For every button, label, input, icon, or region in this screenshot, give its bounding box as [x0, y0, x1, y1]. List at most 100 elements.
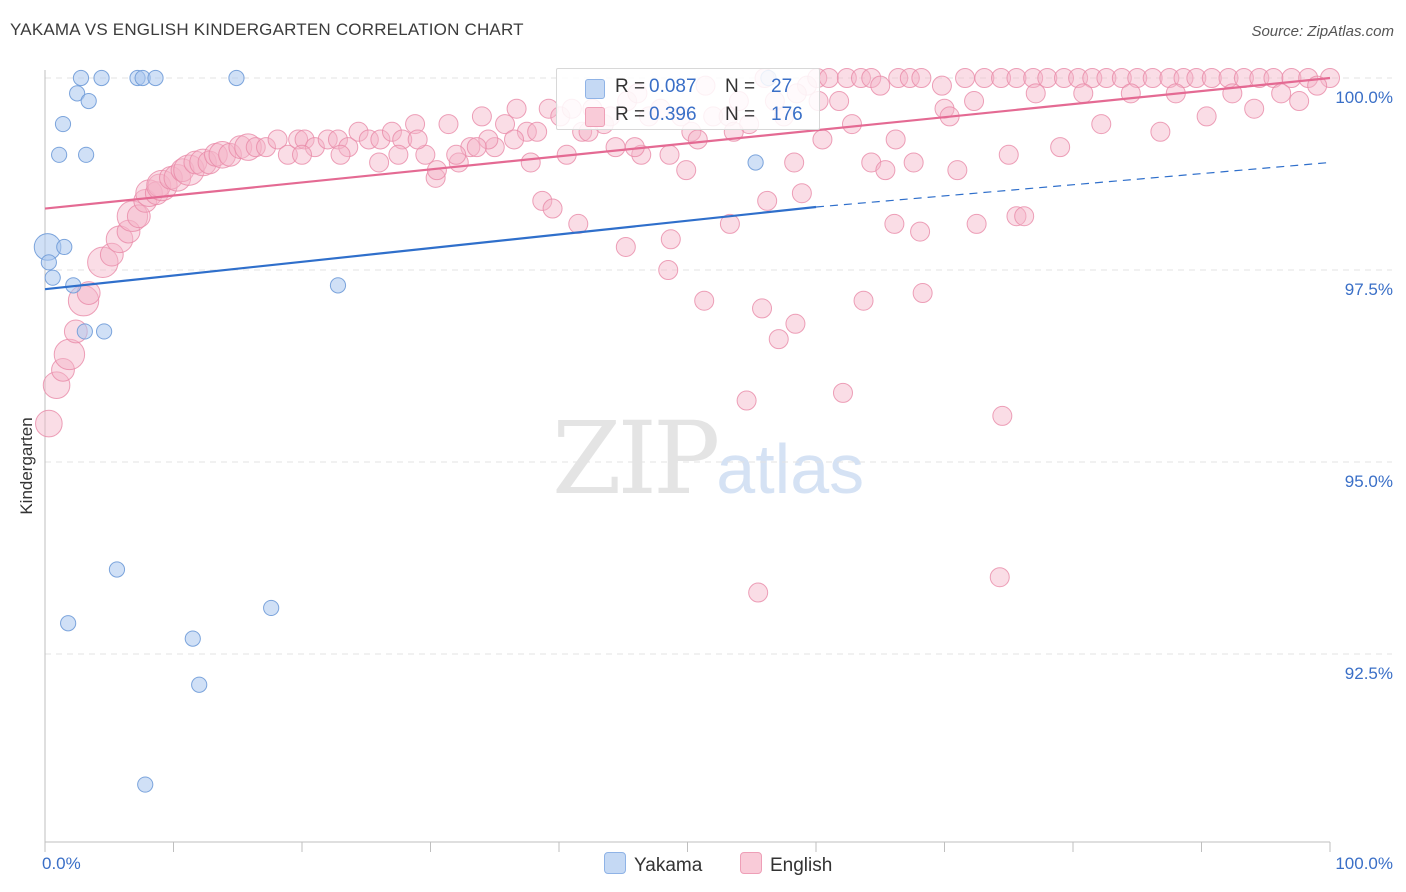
- watermark: ZIPatlas: [552, 400, 864, 517]
- english-point: [992, 405, 1013, 426]
- yakama-point: [191, 676, 208, 693]
- english-point: [277, 144, 298, 165]
- english-point: [694, 290, 715, 311]
- english-point: [532, 190, 553, 211]
- yakama-point: [147, 69, 164, 87]
- english-point: [853, 290, 874, 311]
- english-point: [757, 190, 778, 211]
- english-point: [1096, 68, 1117, 88]
- english-point: [903, 152, 924, 173]
- yakama-point: [72, 69, 90, 87]
- stats-legend: R = 0.087 N = 27 R = 0.396 N = 176: [556, 68, 820, 130]
- english-point: [218, 142, 242, 167]
- english-point: [899, 68, 920, 88]
- english-point: [875, 160, 896, 181]
- english-point: [99, 242, 124, 267]
- english-point: [947, 160, 968, 181]
- english-point: [966, 213, 987, 234]
- english-point: [768, 329, 789, 350]
- english-point: [294, 129, 315, 150]
- bottom-legend-english[interactable]: English: [740, 852, 832, 877]
- english-point: [446, 144, 467, 165]
- english-point: [1142, 68, 1163, 88]
- english-point: [1073, 83, 1094, 104]
- english-point: [370, 129, 391, 150]
- bottom-legend-swatch-english: [740, 852, 762, 874]
- yakama-point: [44, 269, 61, 286]
- english-point: [1289, 91, 1310, 112]
- english-point: [615, 236, 636, 257]
- yakama-point: [76, 323, 93, 340]
- english-point: [1068, 68, 1089, 88]
- english-point: [870, 75, 891, 96]
- english-point: [327, 129, 348, 150]
- yakama-point: [228, 69, 245, 87]
- english-point: [736, 390, 757, 411]
- chart-title: YAKAMA VS ENGLISH KINDERGARTEN CORRELATI…: [10, 20, 524, 39]
- yakama-point: [69, 85, 86, 102]
- english-point: [388, 144, 409, 165]
- english-point: [358, 129, 379, 150]
- watermark-zip: ZIP: [552, 400, 720, 517]
- english-point: [542, 198, 563, 219]
- english-point: [76, 281, 101, 305]
- english-trend-line: [44, 76, 1331, 210]
- english-point: [812, 129, 833, 150]
- legend-r-label: R =: [615, 104, 646, 125]
- yakama-point: [184, 630, 201, 647]
- english-point: [1006, 68, 1027, 88]
- english-point: [1023, 68, 1044, 88]
- bottom-legend-yakama[interactable]: Yakama: [604, 852, 702, 877]
- yakama-point: [51, 146, 68, 163]
- tick-labels: 100.0% 97.5% 95.0% 92.5% 0.0% 100.0%: [42, 88, 1393, 873]
- english-point: [267, 129, 288, 150]
- axes: [44, 70, 1331, 852]
- english-point: [836, 68, 857, 88]
- legend-swatch-english: [585, 107, 605, 127]
- english-point: [998, 144, 1019, 165]
- grid-lines: [45, 77, 1392, 655]
- english-point: [955, 68, 976, 88]
- english-point: [791, 183, 812, 204]
- english-point: [1054, 68, 1075, 88]
- yakama-point: [54, 115, 72, 133]
- english-point: [407, 129, 428, 150]
- english-point: [126, 204, 151, 229]
- english-point: [381, 121, 402, 142]
- bottom-legend-swatch-yakama: [604, 852, 626, 874]
- english-point: [748, 582, 769, 603]
- english-point: [484, 137, 505, 158]
- x-tick-label-min: 0.0%: [42, 854, 81, 873]
- english-point: [1159, 68, 1180, 88]
- english-point: [1050, 137, 1071, 158]
- english-point: [116, 200, 149, 232]
- source-credit: Source: ZipAtlas.com: [1251, 23, 1394, 40]
- legend-r-value: 0.396: [649, 104, 697, 125]
- english-point: [189, 148, 217, 177]
- english-point: [1196, 106, 1217, 127]
- english-point: [631, 144, 652, 165]
- english-point: [506, 98, 527, 119]
- english-point: [369, 152, 390, 173]
- yakama-point: [108, 561, 126, 578]
- english-point: [348, 121, 369, 142]
- english-point: [330, 144, 351, 165]
- english-point: [471, 106, 492, 127]
- yakama-point: [96, 323, 113, 340]
- y-axis-label: Kindergarten: [17, 417, 36, 515]
- legend-r-value: 0.087: [649, 76, 697, 97]
- english-point: [495, 114, 516, 135]
- english-points: [35, 68, 1340, 603]
- english-point: [1037, 68, 1058, 88]
- yakama-point: [80, 92, 97, 110]
- english-point: [35, 409, 63, 438]
- english-point: [818, 68, 839, 88]
- watermark-atlas: atlas: [716, 430, 865, 508]
- english-point: [42, 371, 71, 400]
- english-point: [438, 114, 459, 135]
- english-point: [888, 68, 909, 88]
- english-point: [660, 229, 681, 250]
- english-point: [288, 129, 309, 150]
- legend-swatch-yakama: [585, 79, 605, 99]
- english-point: [676, 160, 697, 181]
